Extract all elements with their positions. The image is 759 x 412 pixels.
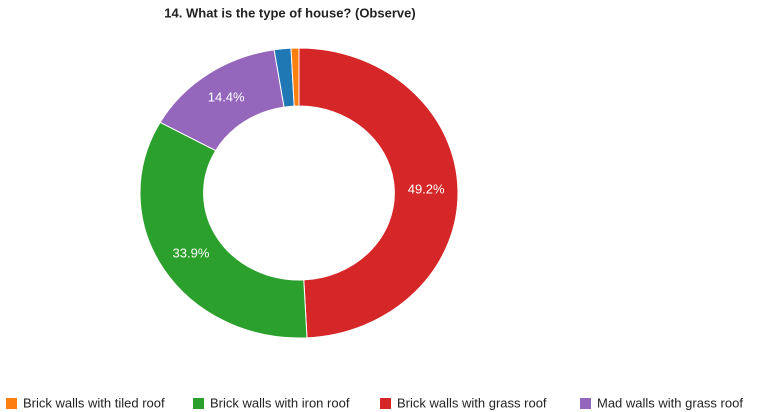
legend-label: Brick walls with grass roof [397, 395, 547, 410]
slice [290, 47, 300, 107]
legend-label: Mad walls with grass roof [597, 395, 743, 410]
legend-swatch [193, 398, 204, 409]
legend-label: Brick walls with iron roof [210, 395, 350, 410]
legend-swatch [6, 398, 17, 409]
value-label: 49.2% [408, 182, 445, 197]
chart-title: 14. What is the type of house? (Observe) [164, 5, 415, 20]
slice [139, 121, 308, 339]
legend-label: Brick walls with tiled roof [23, 395, 165, 410]
slice [298, 47, 459, 339]
legend-swatch [380, 398, 391, 409]
value-label: 33.9% [173, 246, 210, 261]
legend-swatch [580, 398, 591, 409]
value-label: 14.4% [208, 89, 245, 104]
